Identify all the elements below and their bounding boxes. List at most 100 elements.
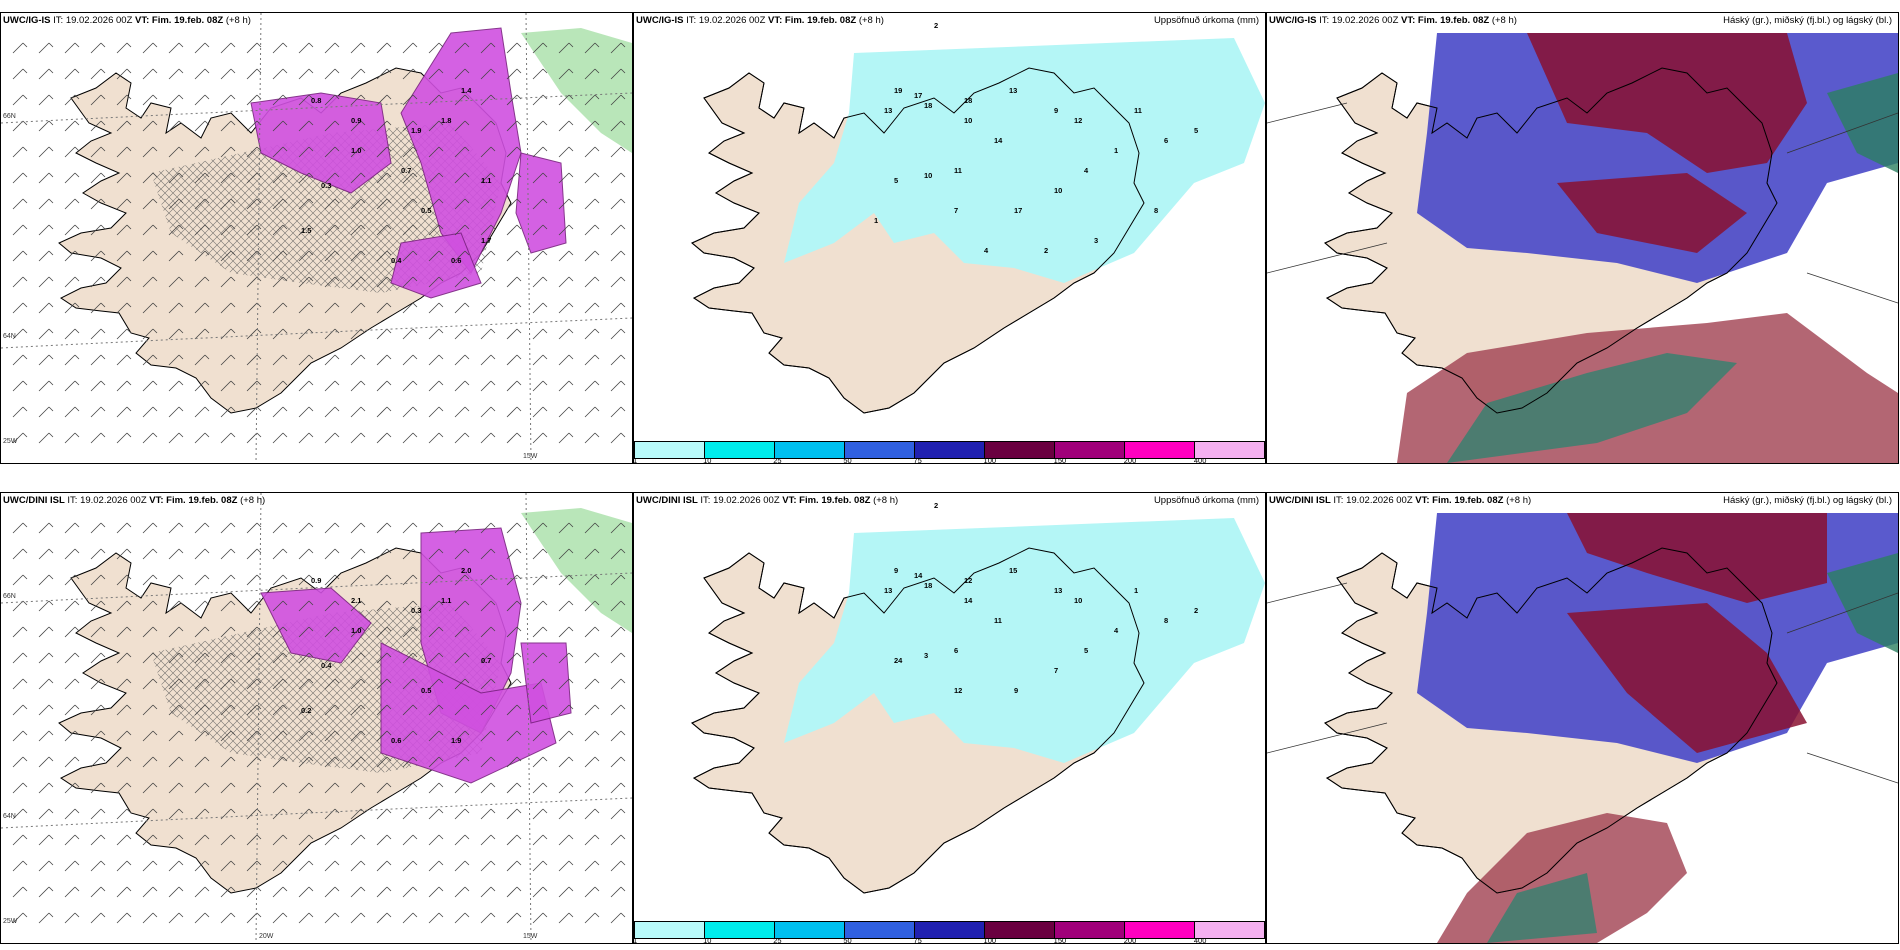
wind-barb xyxy=(376,250,392,262)
wind-barb xyxy=(610,354,626,366)
wind-barb xyxy=(428,600,444,612)
wind-barb xyxy=(298,522,314,534)
wind-barb xyxy=(298,172,314,184)
snow-value: 0.9 xyxy=(351,116,361,125)
wind-barb xyxy=(480,626,496,638)
wind-barb xyxy=(558,224,574,236)
wind-barb xyxy=(246,276,262,288)
wind-barb xyxy=(38,834,54,846)
wind-barb xyxy=(142,328,158,340)
mid-cloud-area xyxy=(1827,73,1898,173)
precip-value: 17 xyxy=(1014,206,1022,215)
wind-barb xyxy=(64,380,80,392)
wind-barb xyxy=(298,250,314,262)
axis-label: 25W xyxy=(3,918,18,925)
wind-barb xyxy=(246,522,262,534)
wind-barb xyxy=(142,756,158,768)
wind-barb xyxy=(454,68,470,80)
precip-value: 9 xyxy=(1054,106,1058,115)
south-mid-cloud xyxy=(1447,353,1737,463)
wind-barb xyxy=(64,94,80,106)
coastline-overlay xyxy=(691,547,1145,894)
wind-barb xyxy=(64,276,80,288)
wind-barb xyxy=(90,120,106,132)
colorbar-label: 50 xyxy=(843,936,852,944)
wind-barb xyxy=(246,652,262,664)
snow-value: 1.5 xyxy=(301,226,311,235)
wind-barb xyxy=(220,42,236,54)
wind-barb xyxy=(220,328,236,340)
wind-barb xyxy=(402,120,418,132)
wind-barb xyxy=(116,652,132,664)
wind-barb xyxy=(428,302,444,314)
wind-barb xyxy=(454,756,470,768)
precip-value: 2 xyxy=(1194,606,1198,615)
wind-barb xyxy=(220,834,236,846)
wind-barb xyxy=(90,94,106,106)
wind-barb xyxy=(272,406,288,418)
wind-barb xyxy=(90,522,106,534)
wind-barb xyxy=(116,172,132,184)
wind-barb xyxy=(168,224,184,236)
panel-header: UWC/DINI ISL IT: 19.02.2026 00Z VT: Fim.… xyxy=(1269,495,1531,506)
wind-barb xyxy=(350,224,366,236)
wind-barb xyxy=(142,172,158,184)
wind-barb xyxy=(610,834,626,846)
colorbar-swatches xyxy=(634,921,1265,939)
snow-value: 0.6 xyxy=(391,736,401,745)
wind-barb xyxy=(38,730,54,742)
axis-label: 15W xyxy=(523,453,538,460)
wind-barb xyxy=(12,886,28,898)
wind-barb xyxy=(168,276,184,288)
wind-barb xyxy=(272,600,288,612)
wind-barb xyxy=(324,756,340,768)
wind-barb xyxy=(584,354,600,366)
wind-barb xyxy=(220,354,236,366)
wind-barb xyxy=(38,42,54,54)
lon-line xyxy=(255,493,262,943)
wind-barb xyxy=(480,354,496,366)
wind-barb xyxy=(116,782,132,794)
wind-barb xyxy=(402,834,418,846)
wind-barb xyxy=(558,860,574,872)
wind-barb xyxy=(480,860,496,872)
snow-value: 0.3 xyxy=(321,181,331,190)
wind-barb xyxy=(272,42,288,54)
precip-value: 12 xyxy=(964,576,972,585)
wind-barb xyxy=(584,678,600,690)
wind-barb xyxy=(376,626,392,638)
wind-barb xyxy=(12,94,28,106)
panel-header: UWC/IG-IS IT: 19.02.2026 00Z VT: Fim. 19… xyxy=(3,15,251,26)
wind-barb xyxy=(168,886,184,898)
wind-barb xyxy=(116,704,132,716)
wind-barb xyxy=(324,302,340,314)
wind-barb xyxy=(376,548,392,560)
wind-barb xyxy=(454,548,470,560)
wind-barb xyxy=(220,600,236,612)
wind-barb xyxy=(610,756,626,768)
wind-barb xyxy=(558,730,574,742)
wind-barb xyxy=(116,834,132,846)
wind-barb xyxy=(272,120,288,132)
wind-barb xyxy=(376,730,392,742)
wind-barb xyxy=(610,860,626,872)
wind-barb xyxy=(116,730,132,742)
wind-barb xyxy=(142,302,158,314)
colorbar-label: 10 xyxy=(703,936,712,944)
wind-barb xyxy=(350,912,366,924)
wind-barb xyxy=(350,198,366,210)
wind-barb xyxy=(324,42,340,54)
wind-barb xyxy=(610,432,626,444)
precip-value: 3 xyxy=(924,651,928,660)
wind-barb xyxy=(90,808,106,820)
precip-value: 15 xyxy=(1009,566,1017,575)
wind-barb xyxy=(506,600,522,612)
wind-barb xyxy=(324,704,340,716)
wind-barb xyxy=(558,808,574,820)
wind-barb xyxy=(506,172,522,184)
wind-barb xyxy=(194,250,210,262)
wind-barb xyxy=(454,652,470,664)
wind-barb xyxy=(350,276,366,288)
wind-barb xyxy=(90,782,106,794)
header-vt-label: VT: xyxy=(782,495,797,506)
